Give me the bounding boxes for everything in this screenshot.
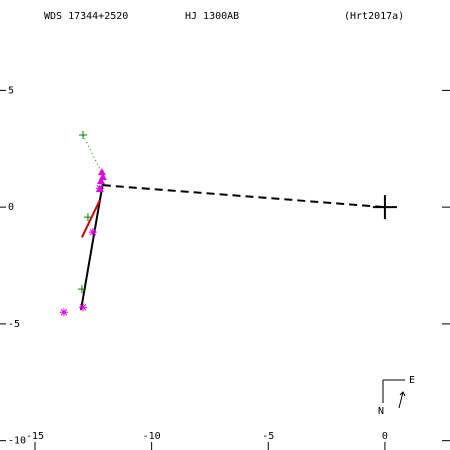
asterisk-point: [59, 308, 68, 317]
compass: [382, 379, 406, 409]
x-tick-label: 0: [382, 431, 388, 442]
asterisk-stroke: [59, 308, 68, 317]
cross-stroke: [372, 195, 397, 220]
plus-stroke: [79, 130, 88, 139]
y-tick-label: -5: [8, 319, 20, 330]
y-tick-label: 5: [8, 85, 14, 96]
compass-north: N: [378, 406, 384, 417]
compass-arrow: [398, 391, 406, 409]
cross-large-point: [372, 195, 397, 220]
x-tick-label: -15: [26, 431, 44, 442]
y-tick-label: 0: [8, 202, 14, 213]
triangle-point: [97, 176, 106, 184]
header-id: WDS 17344+2520: [44, 11, 128, 22]
asterisk-point: [88, 228, 97, 237]
x-tick-label: -10: [143, 431, 161, 442]
plus-point: [79, 130, 88, 139]
header-ref: (Hrt2017a): [344, 11, 404, 22]
triangle-shape: [97, 168, 106, 176]
line-solid: [80, 199, 101, 238]
asterisk-point: [79, 303, 88, 312]
asterisk-stroke: [79, 303, 88, 312]
plus-point: [77, 285, 86, 294]
plus-stroke: [77, 285, 86, 294]
triangle-point: [95, 185, 104, 193]
plus-stroke: [83, 213, 92, 222]
y-tick-label: -10: [8, 436, 26, 447]
plus-point: [83, 213, 92, 222]
line-dotted: [82, 134, 104, 176]
triangle-shape: [97, 176, 106, 184]
header-name: HJ 1300AB: [185, 11, 239, 22]
triangle-point: [97, 168, 106, 176]
asterisk-stroke: [88, 228, 97, 237]
compass-east: E: [409, 375, 415, 386]
triangle-shape: [95, 185, 104, 193]
line-dashed: [102, 184, 385, 209]
x-tick-label: -5: [262, 431, 274, 442]
